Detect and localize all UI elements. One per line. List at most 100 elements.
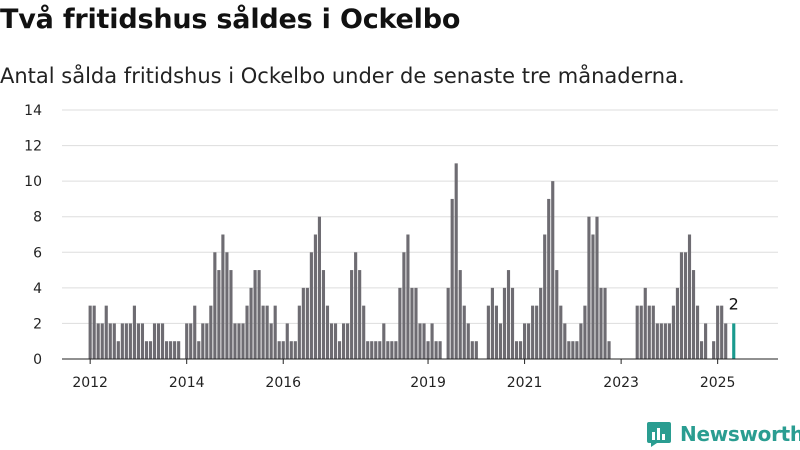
bar	[490, 287, 494, 359]
bar	[599, 287, 603, 359]
y-tick-label: 4	[33, 281, 42, 297]
bar	[651, 305, 655, 359]
bar	[100, 323, 104, 359]
bar	[366, 341, 370, 359]
bar	[185, 323, 189, 359]
bar	[120, 323, 124, 359]
bar	[502, 287, 507, 359]
bar	[583, 305, 587, 359]
bar	[116, 341, 120, 359]
bar	[293, 341, 297, 359]
bar	[88, 305, 92, 359]
bar	[523, 323, 527, 359]
bar	[128, 323, 132, 359]
bar	[462, 305, 466, 359]
bar	[342, 323, 346, 359]
bar	[414, 287, 418, 359]
bar	[165, 341, 169, 359]
bar	[156, 323, 161, 359]
x-tick-label: 2019	[410, 375, 446, 391]
bar	[285, 323, 289, 359]
bar	[362, 305, 366, 359]
bar	[518, 341, 523, 359]
bar	[587, 216, 591, 359]
bar	[543, 234, 547, 359]
bar	[321, 270, 326, 359]
y-tick-label: 6	[33, 245, 42, 261]
bar	[386, 341, 390, 359]
bar	[716, 305, 720, 359]
bar	[410, 287, 414, 359]
bar	[494, 305, 498, 359]
bar	[394, 341, 398, 359]
bar	[704, 323, 708, 359]
bar	[724, 323, 728, 359]
bar	[289, 341, 293, 359]
brand-name: Newsworthy	[680, 422, 800, 446]
bar	[418, 323, 422, 359]
bar	[434, 341, 438, 359]
x-tick-label: 2021	[507, 375, 543, 391]
bar	[333, 323, 338, 359]
bar	[225, 252, 229, 359]
bar	[531, 305, 535, 359]
bar	[639, 305, 643, 359]
bar	[567, 341, 571, 359]
bar	[643, 287, 647, 359]
bar	[169, 341, 173, 359]
bar	[237, 323, 241, 359]
bar	[221, 234, 225, 359]
bar	[712, 341, 716, 359]
bar	[454, 163, 458, 359]
bar	[700, 341, 704, 359]
bar	[466, 323, 470, 359]
bar	[325, 305, 330, 359]
x-axis-ticks: 2012 2014 2016 2019 2021 2023 2025	[72, 359, 735, 391]
bar	[358, 270, 362, 359]
bar	[514, 341, 519, 359]
chart-title: Två fritidshus såldes i Ockelbo	[0, 4, 461, 35]
bar	[446, 287, 450, 359]
bar	[438, 341, 442, 359]
bar	[559, 305, 563, 359]
bar	[571, 341, 575, 359]
bar	[217, 270, 221, 359]
grid-lines	[62, 109, 778, 324]
bar	[486, 305, 490, 359]
y-tick-label: 12	[24, 139, 42, 155]
bar	[535, 305, 539, 359]
bar	[691, 270, 696, 359]
x-tick-label: 2016	[265, 375, 301, 391]
bar	[683, 252, 688, 359]
x-tick-label: 2012	[72, 375, 108, 391]
bars	[88, 163, 736, 359]
bar	[603, 287, 607, 359]
bar	[458, 270, 462, 359]
bar	[695, 305, 700, 359]
bar	[265, 305, 269, 359]
bar	[233, 323, 237, 359]
bar	[273, 305, 277, 359]
bar	[675, 287, 680, 359]
bar	[563, 323, 567, 359]
bar	[305, 287, 309, 359]
bar	[450, 198, 454, 359]
bar	[591, 234, 595, 359]
brand-logo: Newsworthy	[646, 420, 800, 448]
bar	[382, 323, 386, 359]
bar	[257, 270, 261, 359]
bar	[132, 305, 136, 359]
bar	[189, 323, 193, 359]
bar	[370, 341, 374, 359]
bar	[209, 305, 213, 359]
bar	[281, 341, 285, 359]
bar	[426, 341, 430, 359]
bar	[277, 341, 281, 359]
bar	[402, 252, 406, 359]
bar	[470, 341, 474, 359]
bar	[406, 234, 410, 359]
bar	[374, 341, 378, 359]
newsworthy-logo-icon	[647, 422, 671, 447]
bar	[124, 323, 128, 359]
y-axis-ticks: 0 2 4 6 8 10 12 14	[24, 103, 42, 368]
